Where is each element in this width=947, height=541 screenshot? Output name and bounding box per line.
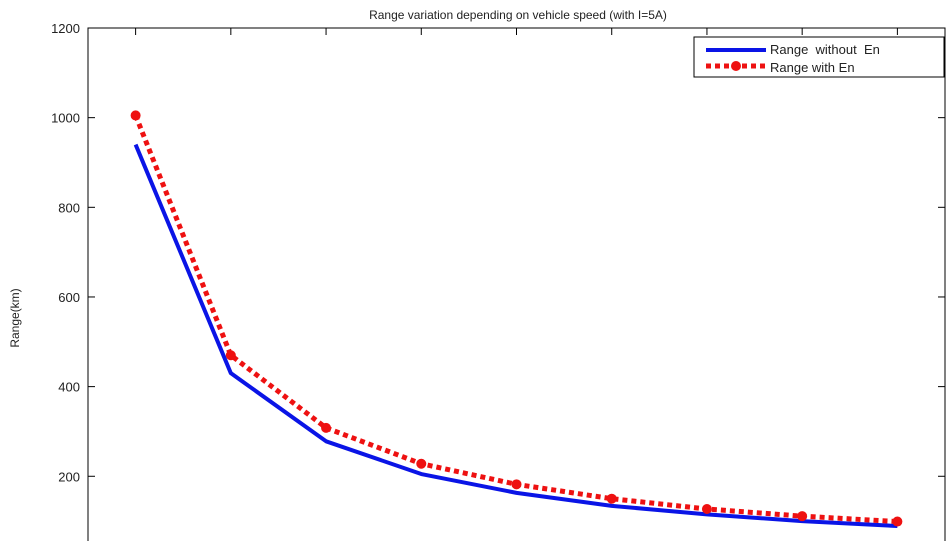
series-layer — [130, 110, 903, 529]
series-2-point — [606, 493, 617, 504]
legend-label-2: Range with En — [770, 60, 855, 75]
series-line-1 — [133, 143, 898, 529]
y-axis-label: Range(km) — [8, 288, 22, 347]
y-tick-label: 800 — [58, 200, 80, 215]
series-2-point — [797, 511, 808, 522]
y-axis: 200 400 600 800 1000 1200 — [51, 21, 945, 484]
y-tick-label: 1200 — [51, 21, 80, 36]
series-2-point — [511, 479, 522, 490]
y-tick-label: 1000 — [51, 111, 80, 126]
chart-title: Range variation depending on vehicle spe… — [369, 8, 667, 22]
x-axis — [135, 28, 898, 35]
y-tick-label: 400 — [58, 380, 80, 395]
series-2-point — [225, 350, 236, 361]
legend-marker-2 — [731, 61, 741, 71]
series-2-point — [416, 458, 427, 469]
y-tick-label: 200 — [58, 469, 80, 484]
series-2-point — [892, 516, 903, 527]
legend: Range without En Range with En — [693, 36, 945, 78]
series-2-point — [130, 110, 141, 121]
series-2-point — [701, 504, 712, 514]
y-tick-label: 600 — [58, 290, 80, 305]
legend-label-1: Range without En — [770, 42, 880, 57]
series-2-point — [321, 422, 332, 433]
